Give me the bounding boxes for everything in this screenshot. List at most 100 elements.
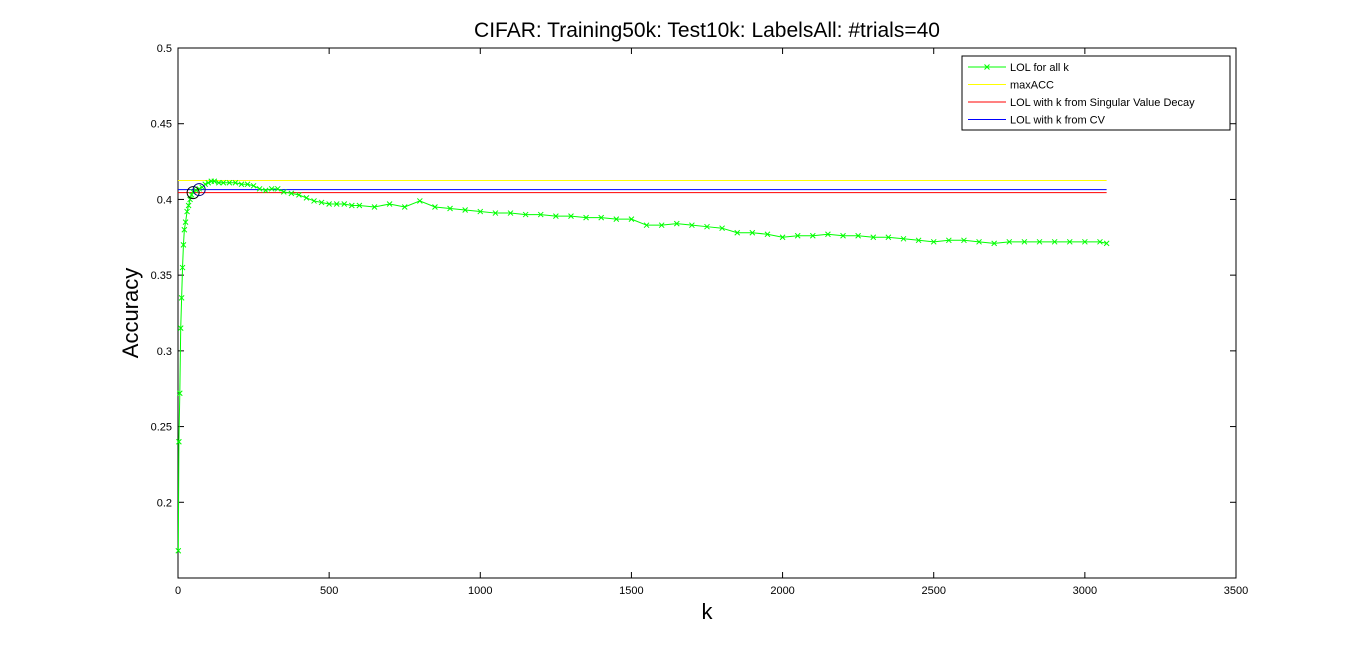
legend-label: maxACC: [1010, 80, 1054, 92]
data-point-marker: [719, 225, 725, 232]
data-point-marker: [311, 198, 317, 204]
x-tick-label: 2000: [770, 585, 794, 597]
data-point-marker: [537, 211, 544, 218]
data-point-marker: [749, 229, 756, 236]
data-point-marker: [885, 234, 892, 241]
x-tick-label: 1500: [619, 585, 643, 597]
data-point-marker: [809, 232, 816, 239]
data-point-marker: [226, 179, 233, 186]
data-point-marker: [274, 185, 281, 192]
data-point-marker: [991, 240, 998, 247]
data-point-marker: [915, 237, 922, 244]
x-tick-label: 0: [175, 585, 181, 597]
data-point-marker: [175, 547, 182, 554]
data-point-marker: [371, 204, 378, 210]
x-tick-label: 3500: [1224, 585, 1248, 597]
data-point-marker: [288, 190, 295, 197]
y-tick-label: 0.45: [151, 119, 172, 131]
data-point-marker: [492, 210, 499, 216]
data-point-marker: [182, 219, 189, 225]
data-point-marker: [1051, 238, 1058, 245]
y-tick-label: 0.35: [151, 270, 172, 282]
data-point-marker: [215, 179, 222, 186]
data-point-marker: [176, 390, 183, 397]
data-point-marker: [326, 201, 332, 207]
data-point-marker: [794, 232, 801, 239]
data-point-marker: [356, 202, 363, 209]
data-point-marker: [296, 192, 302, 198]
plot-area: [177, 47, 1237, 579]
data-point-marker: [613, 216, 620, 222]
data-point-marker: [256, 185, 263, 192]
data-point-marker: [341, 201, 348, 207]
data-point-marker: [1103, 240, 1110, 247]
data-point-marker: [386, 201, 393, 207]
legend-label: LOL with k from CV: [1010, 115, 1106, 127]
data-point-marker: [401, 204, 408, 210]
legend-label: LOL for all k: [1010, 62, 1069, 74]
x-tick-label: 1000: [468, 585, 492, 597]
data-point-marker: [348, 202, 355, 209]
data-point-marker: [205, 179, 212, 186]
x-tick-label: 2500: [921, 585, 945, 597]
y-tick-label: 0.2: [157, 497, 172, 509]
data-point-marker: [187, 196, 193, 203]
axis-ticks: 0 500 1000 1500 2000 2500 3000 3500 0.2 0.25 0.3 0.…: [151, 43, 1249, 597]
legend-item: LOL with k from Singular Value Decay: [968, 97, 1195, 109]
data-point-marker: [462, 207, 469, 213]
data-point-marker: [673, 220, 680, 227]
data-point-marker: [568, 213, 574, 219]
data-point-marker: [507, 210, 514, 216]
selected-k-circle: [192, 183, 206, 197]
chart-title: CIFAR: Training50k: Test10k: LabelsAll: …: [474, 19, 940, 42]
data-point-marker: [825, 231, 831, 238]
data-point-marker: [268, 185, 275, 192]
data-point-marker: [1006, 238, 1013, 245]
data-point-marker: [704, 223, 710, 230]
legend-label: LOL with k from Singular Value Decay: [1010, 97, 1195, 109]
legend-item: LOL with k from CV: [968, 115, 1106, 127]
data-point-marker: [232, 179, 239, 186]
y-tick-label: 0.3: [157, 346, 172, 358]
data-point-marker: [179, 264, 186, 271]
x-axis-label: k: [702, 599, 714, 624]
data-point-marker: [522, 211, 529, 218]
data-point-marker: [1066, 238, 1073, 245]
data-point-marker: [628, 216, 635, 222]
data-point-marker: [1021, 238, 1028, 245]
data-point-marker: [416, 198, 423, 204]
data-point-marker: [870, 234, 877, 241]
data-point-marker: [855, 232, 861, 239]
data-point-marker: [598, 214, 605, 221]
legend-item: LOL for all k: [968, 62, 1069, 74]
data-point-marker: [262, 187, 269, 194]
data-point-marker: [1097, 238, 1103, 245]
legend-box: [961, 55, 1231, 131]
data-point-marker: [432, 204, 438, 210]
data-point-marker: [176, 438, 182, 445]
data-point-marker: [840, 232, 846, 239]
data-point-marker: [658, 222, 665, 229]
series-layer: [175, 178, 1110, 554]
data-point-marker: [583, 214, 589, 221]
data-point-marker: [779, 234, 786, 241]
data-point-marker: [250, 182, 257, 189]
data-point-marker: [318, 199, 325, 206]
data-point-marker: [177, 325, 184, 331]
data-point-marker: [976, 238, 982, 245]
data-point-marker: [184, 208, 190, 215]
y-tick-label: 0.25: [151, 422, 172, 434]
data-point-marker: [181, 226, 188, 233]
data-point-marker: [280, 189, 287, 195]
y-tick-label: 0.4: [157, 194, 172, 206]
x-tick-label: 3000: [1073, 585, 1097, 597]
y-tick-label: 0.5: [157, 43, 172, 55]
data-point-marker: [333, 201, 340, 207]
y-axis-label: Accuracy: [118, 268, 143, 358]
data-point-marker: [447, 205, 453, 212]
legend-item: maxACC: [968, 80, 1054, 92]
data-point-marker: [945, 237, 952, 244]
data-point-marker: [764, 231, 771, 238]
data-point-marker: [238, 181, 245, 188]
